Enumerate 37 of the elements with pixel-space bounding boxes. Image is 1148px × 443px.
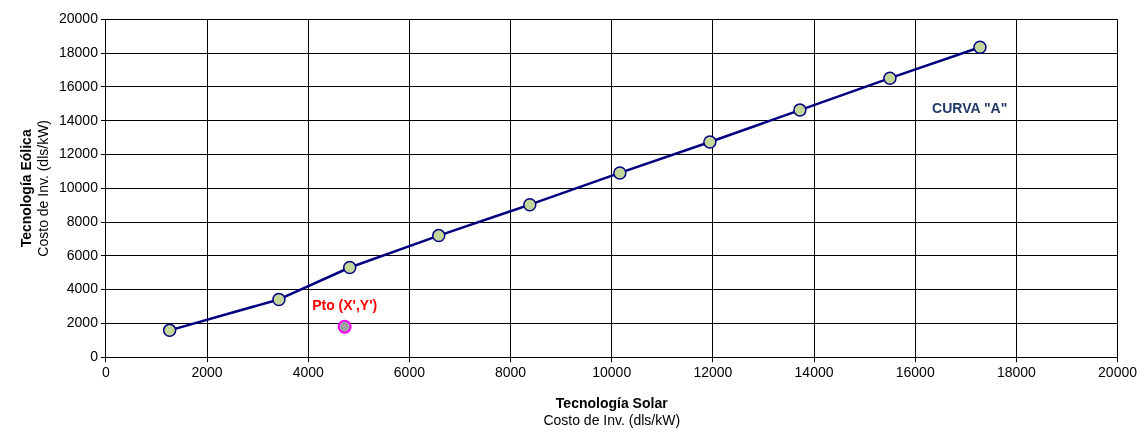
x-tick-label: 14000 bbox=[794, 364, 834, 381]
point bbox=[432, 228, 446, 243]
y-tick-label: 20000 bbox=[58, 10, 99, 27]
y-tick-label: 18000 bbox=[58, 44, 99, 61]
x-tick-label: 20000 bbox=[1098, 364, 1138, 381]
point bbox=[883, 71, 897, 85]
y-tick-label: 2000 bbox=[66, 314, 99, 331]
point bbox=[793, 103, 807, 117]
point bbox=[703, 135, 717, 149]
x-tick-label: 4000 bbox=[292, 364, 325, 381]
point bbox=[613, 166, 627, 180]
y-tick-label: 10000 bbox=[58, 179, 99, 196]
y-tick-label: 4000 bbox=[66, 280, 99, 297]
x-tick-label: 6000 bbox=[393, 364, 426, 381]
x-tick-label: 18000 bbox=[996, 364, 1037, 381]
y-tick-label: 6000 bbox=[66, 246, 99, 263]
y-tick-label: 16000 bbox=[58, 77, 99, 94]
point bbox=[272, 292, 286, 307]
point bbox=[337, 319, 352, 334]
x-tick-label: 10000 bbox=[592, 364, 632, 381]
point bbox=[973, 40, 987, 55]
point bbox=[523, 197, 537, 212]
x-axis-title: Tecnología Solar Costo de Inv. (dls/kW) bbox=[543, 395, 681, 429]
annotation: CURVA "A" bbox=[932, 100, 1008, 117]
y-tick-label: 12000 bbox=[58, 145, 99, 162]
point bbox=[162, 323, 177, 338]
point bbox=[342, 260, 357, 275]
x-tick-label: 12000 bbox=[693, 364, 733, 381]
y-axis-title: Tecnología Eólica Costo de Inv. (dls/kW) bbox=[18, 119, 52, 257]
x-tick-label: 8000 bbox=[494, 364, 527, 381]
y-tick-label: 8000 bbox=[66, 212, 99, 229]
y-tick-label: 14000 bbox=[58, 111, 99, 128]
y-tick-label: 0 bbox=[90, 348, 99, 365]
x-tick-label: 2000 bbox=[191, 364, 223, 381]
x-tick-label: 16000 bbox=[895, 364, 935, 381]
annotation: Pto (X',Y') bbox=[312, 296, 378, 313]
x-tick-label: 0 bbox=[102, 364, 111, 381]
